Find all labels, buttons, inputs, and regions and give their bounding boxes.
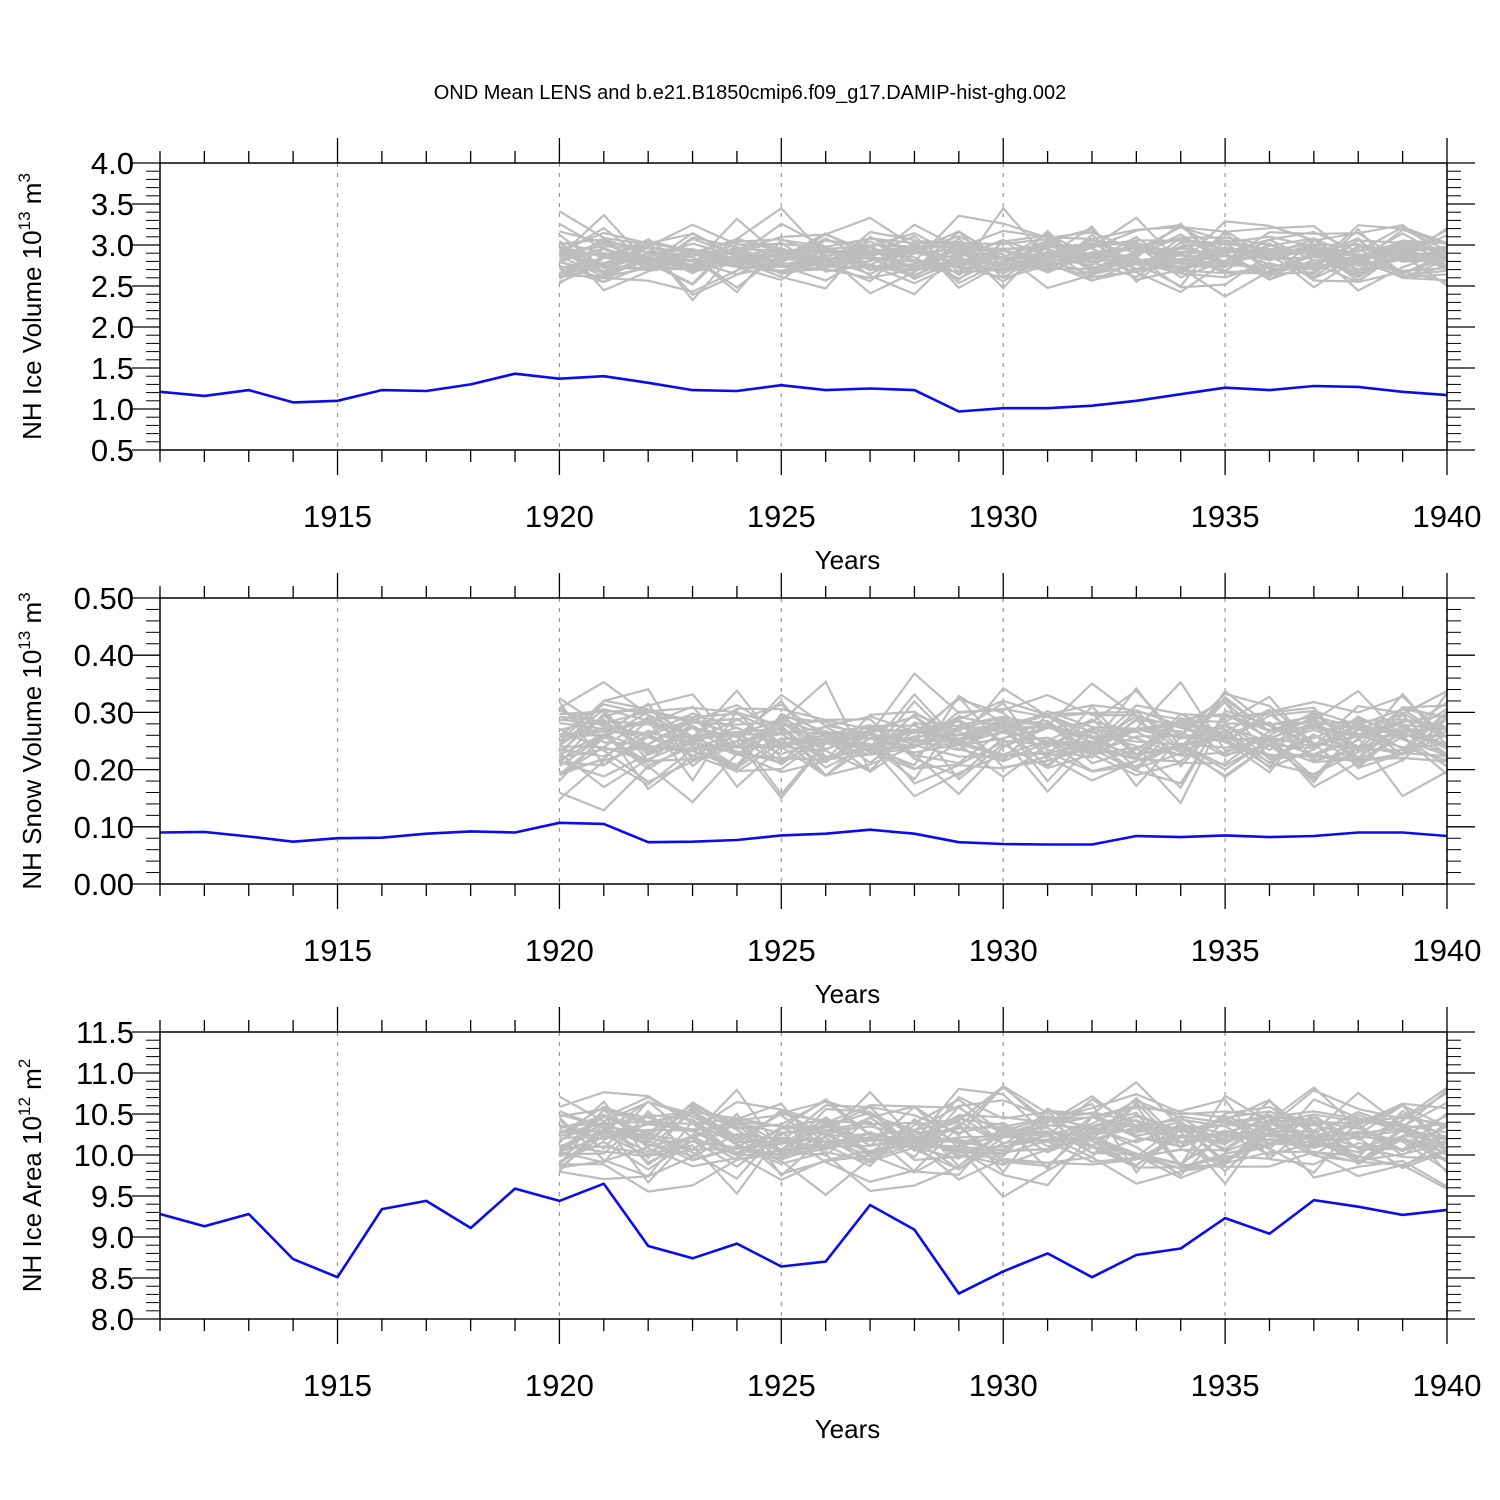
x-tick-label: 1925 (747, 933, 816, 968)
ensemble-member-line (559, 712, 1448, 805)
y-tick-label: 3.0 (91, 228, 134, 263)
x-tick-label: 1930 (969, 1368, 1038, 1403)
ensemble-lines (558, 1080, 1448, 1199)
x-tick-label: 1940 (1413, 499, 1482, 534)
ensemble-member-line (558, 1124, 1448, 1183)
plot-frame (159, 162, 1448, 451)
y-tick-label: 10.5 (74, 1097, 134, 1132)
y-tick-label: 4.0 (91, 146, 134, 181)
ensemble-member-line (558, 692, 1448, 773)
ensemble-member-line (559, 1114, 1448, 1193)
y-axis-label: NH Ice Area 1012 m2 (15, 1059, 47, 1293)
y-tick-label: 9.5 (91, 1179, 134, 1214)
y-tick-label: 1.5 (91, 351, 134, 386)
ensemble-member-line (558, 1086, 1448, 1159)
x-tick-label: 1940 (1413, 933, 1482, 968)
y-tick-label: 11.0 (76, 1056, 134, 1091)
ensemble-member-line (559, 1099, 1448, 1145)
x-tick-label: 1935 (1191, 499, 1260, 534)
y-tick-label: 0.40 (74, 638, 134, 673)
y-axis-label: NH Ice Volume 1013 m3 (15, 173, 47, 440)
experiment-series-line (159, 821, 1448, 846)
ensemble-member-line (558, 206, 1448, 274)
ensemble-member-line (559, 1119, 1448, 1197)
x-axis-label: Years (815, 545, 881, 575)
ensemble-member-line (558, 686, 1448, 762)
experiment-series-line (159, 1182, 1448, 1295)
ensemble-member-line (559, 719, 1448, 773)
x-tick-label: 1930 (969, 499, 1038, 534)
y-tick-label: 0.10 (74, 810, 134, 845)
y-tick-label: 10.0 (74, 1138, 134, 1173)
x-tick-label: 1915 (303, 933, 372, 968)
panel-2: 1915 1920 1925 1930 1935 1940 Years 0.00 0.10 0.2… (15, 573, 1481, 1009)
panel-3: 1915 1920 1925 1930 1935 1940 Years 8.0 8.5 9.0 9.… (15, 1007, 1481, 1444)
plot-frame (159, 1031, 1448, 1320)
ensemble-member-line (559, 239, 1448, 298)
panels: 1915 1920 1925 1930 1935 1940 Years 0.5 1.0 1.5 2.… (15, 138, 1481, 1444)
x-tick-label: 1920 (525, 499, 594, 534)
plot-frame (159, 597, 1448, 885)
x-tick-label: 1940 (1413, 1368, 1482, 1403)
x-axis-label: Years (815, 979, 881, 1009)
y-tick-label: 0.00 (74, 867, 134, 902)
x-tick-label: 1930 (969, 933, 1038, 968)
figure-title: OND Mean LENS and b.e21.B1850cmip6.f09_g… (434, 82, 1067, 104)
y-tick-label: 1.0 (91, 392, 134, 427)
ensemble-member-line (558, 1103, 1448, 1168)
ensemble-member-line (558, 1121, 1448, 1169)
ensemble-member-line (558, 1121, 1448, 1173)
x-tick-label: 1915 (303, 1368, 372, 1403)
x-axis-label: Years (815, 1414, 881, 1444)
panel-1: 1915 1920 1925 1930 1935 1940 Years 0.5 1.0 1.5 2.… (15, 138, 1481, 575)
x-tick-label: 1935 (1191, 1368, 1260, 1403)
ensemble-member-line (558, 222, 1448, 277)
x-tick-label: 1925 (747, 1368, 816, 1403)
y-tick-label: 2.0 (91, 310, 134, 345)
x-tick-label: 1925 (747, 499, 816, 534)
y-tick-label: 11.5 (76, 1015, 134, 1050)
ensemble-member-line (559, 708, 1448, 783)
ensemble-member-line (559, 216, 1448, 266)
ensemble-member-line (558, 241, 1448, 289)
ensemble-member-line (559, 693, 1448, 768)
y-tick-label: 2.5 (91, 269, 134, 304)
y-tick-label: 0.5 (91, 433, 134, 468)
y-tick-label: 9.0 (91, 1220, 134, 1255)
x-tick-label: 1915 (303, 499, 372, 534)
ensemble-member-line (559, 238, 1448, 296)
ensemble-member-line (559, 695, 1448, 762)
y-tick-label: 0.50 (74, 581, 134, 616)
ensemble-member-line (558, 730, 1448, 812)
ensemble-lines (558, 671, 1448, 812)
ensemble-member-line (558, 242, 1448, 281)
ensemble-member-line (559, 716, 1448, 789)
x-tick-label: 1920 (525, 933, 594, 968)
y-tick-label: 0.30 (74, 695, 134, 730)
x-tick-label: 1920 (525, 1368, 594, 1403)
y-axis-label: NH Snow Volume 1013 m3 (15, 592, 47, 889)
experiment-series-line (159, 372, 1448, 413)
y-tick-label: 8.0 (91, 1302, 134, 1337)
x-tick-label: 1935 (1191, 933, 1260, 968)
ensemble-member-line (558, 689, 1448, 778)
ensemble-lines (558, 206, 1448, 302)
y-tick-label: 3.5 (91, 187, 134, 222)
ensemble-member-line (559, 1109, 1448, 1162)
ensemble-member-line (559, 1085, 1448, 1153)
ensemble-member-line (559, 671, 1448, 764)
y-tick-label: 0.20 (74, 753, 134, 788)
y-tick-label: 8.5 (91, 1261, 134, 1296)
